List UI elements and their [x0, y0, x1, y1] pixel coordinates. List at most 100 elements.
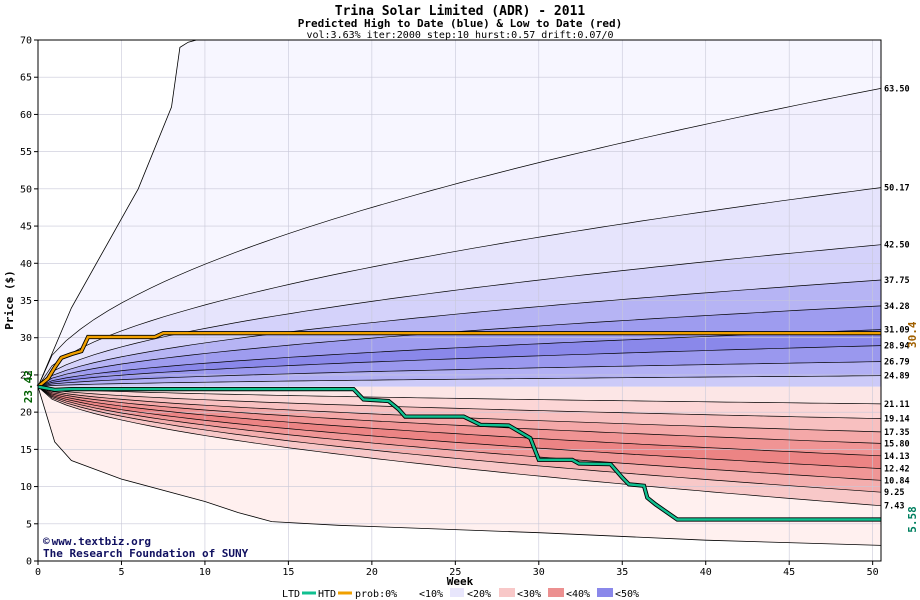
- legend-30-label: <30%: [517, 589, 541, 600]
- band-end-label-8: 26.79: [884, 358, 910, 368]
- x-tick-label-45: 45: [783, 567, 795, 578]
- band-line-15: [37, 386, 882, 469]
- band-end-label-11: 19.14: [884, 415, 910, 425]
- band-upper-5: [38, 305, 881, 387]
- legend-ltd-label: LTD: [282, 589, 300, 600]
- x-tick-label-20: 20: [366, 567, 378, 578]
- band-end-label-3: 42.50: [884, 241, 910, 251]
- x-tick-label-50: 50: [867, 567, 879, 578]
- band-line-10: [37, 386, 882, 405]
- band-end-label-9: 24.89: [884, 372, 910, 382]
- x-tick-label-35: 35: [616, 567, 628, 578]
- band-lower-9: [38, 386, 881, 506]
- band-line-11: [37, 386, 882, 419]
- legend-prob-label: prob:0%: [355, 589, 397, 600]
- legend-swatch-10: [450, 588, 464, 597]
- band-end-labels: 63.50 50.17 42.50 37.75 34.28 31.09 28.94 26.79…: [884, 84, 910, 511]
- band-end-label-4: 37.75: [884, 276, 910, 286]
- band-boundaries: [37, 39, 882, 546]
- axis-ticks: 0 5 10 15 20 25 30 35 40 45 50 0 5 10 15 20 25 30 35 40 45 50…: [20, 36, 879, 579]
- band-end-label-7: 28.94: [884, 342, 910, 352]
- band-lower-6: [38, 386, 881, 469]
- band-end-label-1: 63.50: [884, 84, 910, 94]
- band-end-label-2: 50.17: [884, 184, 910, 194]
- band-end-label-14: 14.13: [884, 452, 910, 462]
- band-upper-3: [38, 244, 881, 387]
- band-upper-2: [38, 187, 881, 387]
- y-tick-label-55: 55: [20, 147, 32, 158]
- band-upper-9: [38, 375, 881, 387]
- band-line-17: [37, 386, 882, 493]
- band-line-14: [37, 386, 882, 457]
- chart-params: vol:3.63% iter:2000 step:10 hurst:0.57 d…: [306, 30, 613, 41]
- y-tick-label-15: 15: [20, 445, 32, 456]
- x-tick-label-25: 25: [449, 567, 461, 578]
- outer-low-curve: [37, 386, 882, 546]
- y-tick-label-40: 40: [20, 259, 32, 270]
- band-end-label-17: 9.25: [884, 488, 904, 498]
- band-upper-outer: [38, 40, 881, 387]
- band-line-18: [37, 386, 882, 507]
- band-lower-4: [38, 386, 881, 444]
- band-upper-1: [38, 88, 881, 387]
- legend-40-label: <40%: [566, 589, 590, 600]
- y-tick-label-35: 35: [20, 296, 32, 307]
- y-tick-label-0: 0: [26, 557, 32, 568]
- x-tick-label-40: 40: [700, 567, 712, 578]
- band-end-label-5: 34.28: [884, 302, 910, 312]
- y-tick-label-45: 45: [20, 222, 32, 233]
- band-line-8: [37, 361, 882, 388]
- band-lower-outer: [38, 386, 881, 546]
- credit-org: The Research Foundation of SUNY: [43, 547, 249, 560]
- legend-swatch-0: [399, 588, 413, 597]
- band-end-label-6: 31.09: [884, 326, 910, 336]
- y-tick-label-65: 65: [20, 73, 32, 84]
- legend-swatch-30: [548, 588, 564, 597]
- copyright-symbol: ©: [43, 535, 50, 548]
- chart-subtitle: Predicted High to Date (blue) & Low to D…: [298, 17, 623, 30]
- band-upper-8: [38, 361, 881, 387]
- band-line-2: [37, 187, 882, 387]
- band-lower-2: [38, 386, 881, 419]
- x-tick-label-5: 5: [118, 567, 124, 578]
- y-tick-label-10: 10: [20, 482, 32, 493]
- band-end-label-12: 17.35: [884, 428, 910, 438]
- band-upper-6: [38, 329, 881, 387]
- outer-high-curve: [37, 39, 197, 387]
- band-line-7: [37, 345, 882, 388]
- x-tick-label-0: 0: [35, 567, 41, 578]
- y-tick-label-30: 30: [20, 333, 32, 344]
- band-lower-8: [38, 386, 881, 493]
- x-tick-label-30: 30: [533, 567, 545, 578]
- y-tick-label-60: 60: [20, 110, 32, 121]
- y-tick-label-70: 70: [20, 36, 32, 47]
- band-line-1: [37, 88, 882, 387]
- legend-10-label: <10%: [419, 589, 443, 600]
- band-line-9: [37, 375, 882, 388]
- x-tick-label-10: 10: [199, 567, 211, 578]
- series-ltd-line: [37, 385, 881, 521]
- band-end-label-18: 7.43: [884, 502, 904, 512]
- band-line-13: [37, 386, 882, 444]
- band-line-16: [37, 386, 882, 481]
- band-end-label-13: 15.80: [884, 439, 910, 449]
- series-lines: [36, 331, 881, 522]
- series-htd-line: [37, 332, 881, 388]
- y-tick-label-20: 20: [20, 408, 32, 419]
- credit-site-text: www.textbiz.org: [52, 535, 151, 548]
- band-end-label-16: 10.84: [884, 476, 910, 486]
- legend-swatch-40: [597, 588, 613, 597]
- y-tick-label-50: 50: [20, 184, 32, 195]
- band-end-label-15: 12.42: [884, 465, 910, 475]
- band-end-label-10: 21.11: [884, 400, 910, 410]
- chart-title: Trina Solar Limited (ADR) - 2011: [335, 4, 586, 19]
- legend-50-label: <50%: [615, 589, 639, 600]
- x-tick-label-15: 15: [282, 567, 294, 578]
- y-axis-label: Price ($): [3, 270, 16, 330]
- band-lower-5: [38, 386, 881, 456]
- band-upper-7: [38, 345, 881, 387]
- legend: LTD HTD prob:0% <10% <20% <30% <40% <50%: [282, 588, 639, 600]
- legend-swatch-20: [499, 588, 515, 597]
- legend-20-label: <20%: [467, 589, 491, 600]
